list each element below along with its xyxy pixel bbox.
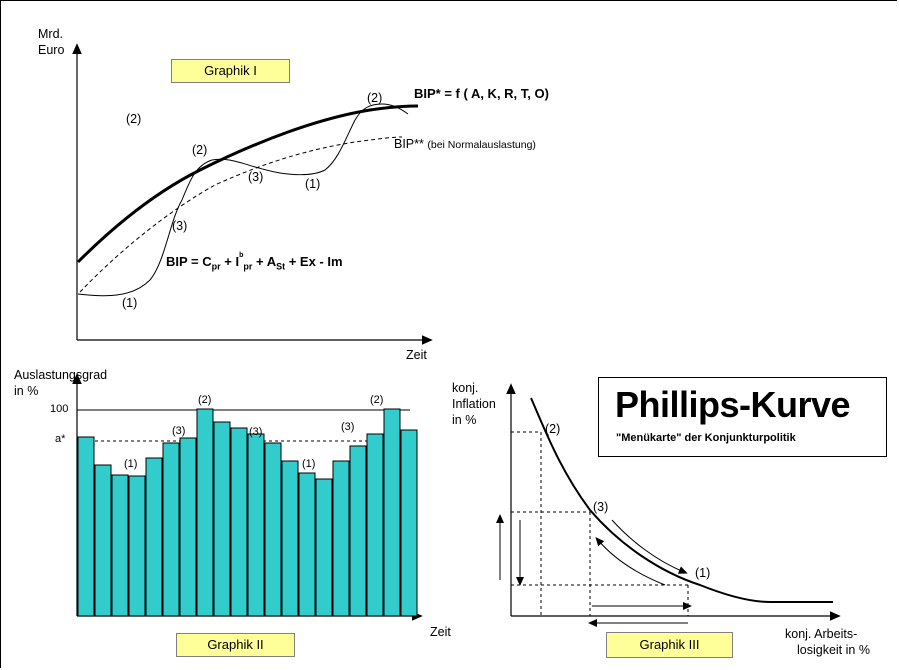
graphik2-y-label-2: in % <box>14 384 39 398</box>
graphik1-y-label-2: Euro <box>38 43 65 57</box>
auslastung-bar <box>162 442 180 617</box>
graphik1-y-label-1: Mrd. <box>38 27 63 41</box>
g1-phase-label: (2) <box>126 112 142 126</box>
g3-point-label: (3) <box>593 500 609 514</box>
auslastung-bar <box>281 460 299 617</box>
graphik3-y-label-3: in % <box>452 413 477 427</box>
bip-star-curve <box>76 104 419 264</box>
bip-2star-curve <box>79 136 403 293</box>
bip-formula: BIP = Cpr + Ibpr + ASt + Ex - Im <box>166 252 343 272</box>
auslastung-bar <box>332 460 350 617</box>
g1-phase-label: (2) <box>367 91 383 105</box>
g3-point-label: (1) <box>695 566 711 580</box>
graphik2-tag: Graphik II <box>176 633 295 657</box>
auslastung-bar <box>315 478 333 617</box>
g1-phase-label: (3) <box>172 219 188 233</box>
auslastung-bar <box>213 421 231 617</box>
graphik2-x-label: Zeit <box>430 625 451 639</box>
graphik3-y-label-2: Inflation <box>452 397 496 411</box>
tick-100: 100 <box>50 403 69 415</box>
graphik1-axes <box>72 43 433 345</box>
graphik3-axes <box>506 383 841 621</box>
curve-arrow-down <box>611 519 688 574</box>
g2-phase-label: (2) <box>198 394 212 406</box>
bip-actual-curve <box>77 103 409 297</box>
g2-phase-label: (3) <box>249 426 263 438</box>
curve-arrow-up <box>595 536 666 586</box>
auslastung-bar <box>400 429 418 617</box>
phillips-subtitle: "Menükarte" der Konjunkturpolitik <box>616 432 796 444</box>
g1-phase-label: (3) <box>248 170 264 184</box>
auslastung-bar <box>298 472 316 617</box>
graphik3-x-label-2: losigkeit in % <box>797 643 870 657</box>
g2-phase-label: (1) <box>124 458 138 470</box>
auslastung-bar <box>94 464 112 617</box>
g1-phase-label: (2) <box>192 143 208 157</box>
bip-star-label: BIP* = f ( A, K, R, T, O) <box>414 86 549 101</box>
graphik3-y-label-1: konj. <box>452 381 479 395</box>
g2-phase-label: (1) <box>302 458 316 470</box>
phillips-title-box: Phillips-Kurve "Menükarte" der Konjunktu… <box>598 377 887 457</box>
auslastung-bar <box>128 475 146 617</box>
auslastung-bar <box>247 433 265 617</box>
graphik1-x-label: Zeit <box>406 348 427 362</box>
tick-astar: a* <box>55 433 66 445</box>
graphik2-y-label-1: Auslastungsgrad <box>14 368 108 382</box>
auslastung-bar <box>349 445 367 617</box>
g1-phase-label: (1) <box>305 177 321 191</box>
g2-phase-label: (3) <box>341 421 355 433</box>
auslastung-bar <box>145 457 163 617</box>
auslastung-bar <box>77 436 95 617</box>
graphik3-x-label-1: konj. Arbeits- <box>785 627 858 641</box>
g2-phase-label: (2) <box>370 394 384 406</box>
phillips-curve <box>530 397 833 603</box>
g3-point-label: (2) <box>545 422 561 436</box>
auslastung-bar <box>366 433 384 617</box>
g2-phase-label: (3) <box>172 425 186 437</box>
phillips-title: Phillips-Kurve <box>615 384 851 425</box>
graphik3-guides <box>511 431 689 616</box>
auslastung-bar <box>179 437 197 617</box>
graphik1-tag: Graphik I <box>171 59 290 83</box>
auslastung-bar <box>196 408 214 617</box>
g1-phase-label: (1) <box>122 296 138 310</box>
auslastung-bar <box>383 408 401 617</box>
auslastung-bar <box>264 442 282 617</box>
graphik3-tag: Graphik III <box>606 632 733 658</box>
auslastung-bar <box>230 427 248 617</box>
auslastung-bar <box>111 474 129 617</box>
graphik2-bars <box>77 408 418 617</box>
bip-2star-label: BIP** (bei Normalauslastung) <box>394 137 536 151</box>
